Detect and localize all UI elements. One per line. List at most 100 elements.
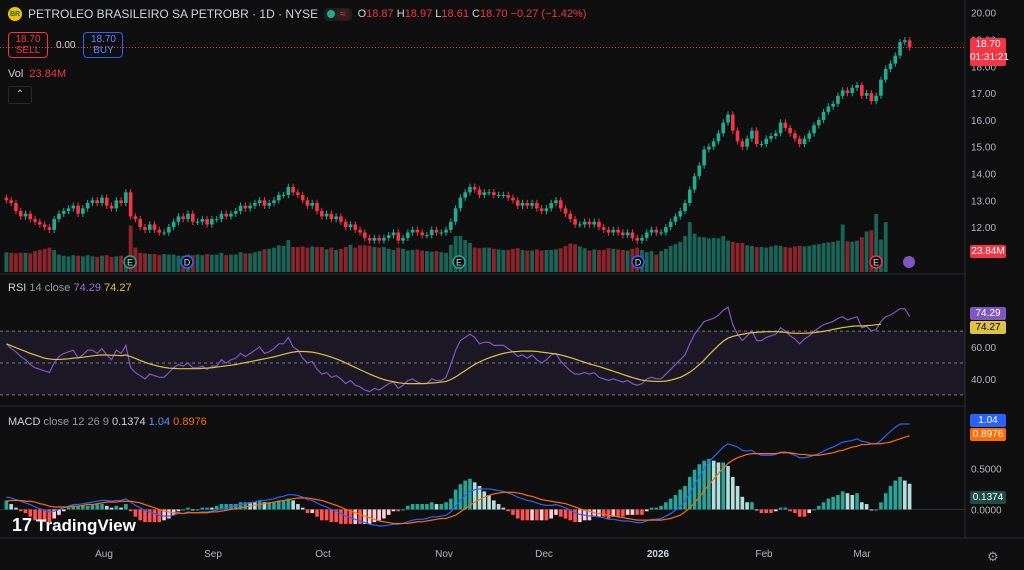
volume-bar xyxy=(28,253,33,272)
macd-histogram-bar xyxy=(635,509,640,515)
volume-bar xyxy=(482,247,487,272)
event-marker: E xyxy=(452,255,466,269)
volume-bar xyxy=(238,252,243,272)
volume-bar xyxy=(391,249,396,272)
macd-histogram-bar xyxy=(243,502,248,510)
spread-value: 0.00 xyxy=(56,39,76,51)
macd-histogram-bar xyxy=(788,509,792,512)
symbol-title[interactable]: PETROLEO BRASILEIRO SA PETROBR · 1D · NY… xyxy=(28,7,319,21)
macd-histogram-bar xyxy=(353,509,358,524)
candle-body xyxy=(210,219,214,225)
volume-bar xyxy=(549,249,554,272)
volume-bar xyxy=(520,249,525,272)
candle-body xyxy=(468,186,472,193)
candle-body xyxy=(601,227,606,230)
rsi-line xyxy=(5,306,911,393)
volume-bar xyxy=(735,243,740,272)
volume-bar xyxy=(769,246,773,272)
macd-histogram-bar xyxy=(530,509,534,521)
candle-body xyxy=(869,93,874,102)
volume-bar xyxy=(166,254,171,272)
volume-bar xyxy=(654,254,659,272)
macd-histogram-bar xyxy=(812,509,816,511)
candle-body xyxy=(157,229,162,233)
candle-body xyxy=(353,224,358,230)
macd-histogram-bar xyxy=(176,509,181,512)
candle-body xyxy=(296,192,300,195)
candle-body xyxy=(272,200,276,204)
volume-bar xyxy=(530,250,534,272)
collapse-legend-button[interactable]: ⌃ xyxy=(8,86,32,104)
macd-histogram-bar xyxy=(334,509,338,523)
volume-bar xyxy=(143,253,147,272)
sell-button[interactable]: 18.70 SELL xyxy=(8,32,48,58)
macd-histogram-bar xyxy=(238,502,243,510)
candle-body xyxy=(152,224,157,230)
macd-histogram-bar xyxy=(143,509,147,523)
macd-histogram-bar xyxy=(224,504,229,510)
volume-bar xyxy=(606,248,611,272)
volume-bar xyxy=(372,247,377,272)
macd-histogram-bar xyxy=(759,509,764,514)
macd-histogram-bar xyxy=(186,507,190,510)
macd-histogram-bar xyxy=(219,504,224,510)
buy-button[interactable]: 18.70 BUY xyxy=(83,32,124,58)
volume-bar xyxy=(429,251,434,272)
rsi-ma-line xyxy=(6,323,881,385)
candle-body xyxy=(726,114,730,123)
candle-body xyxy=(788,127,792,134)
candle-body xyxy=(253,203,257,206)
candle-body xyxy=(898,42,902,56)
market-status-pill[interactable]: ≈ xyxy=(324,7,352,21)
volume-bar xyxy=(305,247,310,272)
volume-bar xyxy=(343,247,348,272)
price-tick-label: 20.00 xyxy=(971,9,996,20)
macd-histogram-bar xyxy=(458,484,463,510)
macd-histogram-bar xyxy=(147,509,152,523)
macd-histogram-bar xyxy=(826,498,831,510)
candle-body xyxy=(836,95,840,104)
macd-histogram-bar xyxy=(754,509,759,511)
macd-histogram-bar xyxy=(200,507,205,510)
candle-body xyxy=(692,176,697,190)
event-label: E xyxy=(127,258,133,268)
compare-icon[interactable]: ≈ xyxy=(337,8,349,20)
tradingview-logo[interactable]: 17 TradingView xyxy=(12,515,136,535)
candle-body xyxy=(358,229,362,233)
candle-body xyxy=(816,119,821,126)
candle-body xyxy=(635,237,640,241)
candle-body xyxy=(802,138,807,145)
volume-bar xyxy=(439,252,444,272)
volume-bar xyxy=(348,244,353,272)
volume-bar xyxy=(396,247,401,272)
candle-body xyxy=(597,221,601,228)
candle-body xyxy=(793,133,797,139)
chart-header: BR PETROLEO BRASILEIRO SA PETROBR · 1D ·… xyxy=(8,7,586,21)
candle-body xyxy=(276,194,281,201)
candle-body xyxy=(85,203,90,209)
volume-bar xyxy=(730,241,735,272)
macd-histogram-bar xyxy=(348,509,353,524)
volume-bar xyxy=(23,252,28,272)
ohlc-change: −0.27 (−1.42%) xyxy=(510,8,587,20)
histogram-value-label: 0.1374 xyxy=(970,491,1006,504)
candle-body xyxy=(372,237,377,241)
candle-body xyxy=(167,227,171,233)
candle-body xyxy=(300,194,305,201)
volume-bar xyxy=(836,240,840,272)
macd-histogram-bar xyxy=(903,480,907,510)
settings-gear-icon[interactable]: ⚙ xyxy=(987,549,999,564)
candle-body xyxy=(100,197,104,204)
candle-body xyxy=(186,213,190,220)
time-tick-label: Feb xyxy=(755,549,773,560)
volume-bars xyxy=(4,214,888,272)
candle-body xyxy=(644,232,649,238)
candle-body xyxy=(664,227,668,233)
volume-bar xyxy=(367,245,372,272)
volume-bar xyxy=(472,247,477,272)
volume-bar xyxy=(797,245,802,272)
candle-body xyxy=(673,216,678,222)
macd-histogram-bar xyxy=(578,509,582,523)
price-tick-label: 18.00 xyxy=(971,62,996,73)
